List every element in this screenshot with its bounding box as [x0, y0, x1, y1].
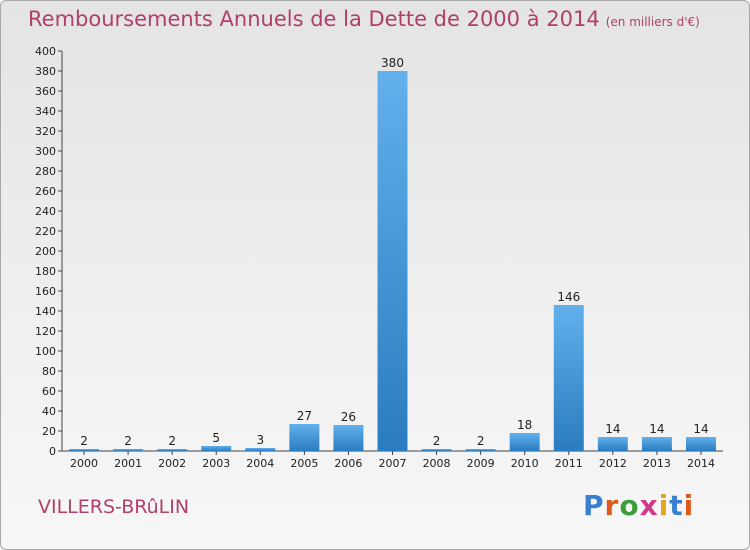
y-tick-label: 360 [35, 85, 56, 98]
x-tick-label: 2011 [555, 457, 583, 470]
bar-value-label: 14 [649, 422, 664, 436]
bar-value-label: 2 [433, 434, 441, 448]
y-tick-label: 220 [35, 225, 56, 238]
bar [245, 448, 276, 451]
y-tick-label: 240 [35, 205, 56, 218]
x-tick-label: 2007 [379, 457, 407, 470]
bar [377, 71, 408, 451]
logo-letter: i [658, 489, 670, 522]
x-tick-label: 2010 [511, 457, 539, 470]
chart-title: Remboursements Annuels de la Dette de 20… [28, 7, 700, 31]
bar-value-label: 146 [557, 290, 580, 304]
y-tick-label: 80 [42, 365, 56, 378]
y-tick-label: 100 [35, 345, 56, 358]
logo-letter: o [619, 489, 640, 522]
bar [685, 437, 716, 451]
x-tick-label: 2001 [114, 457, 142, 470]
y-tick-label: 200 [35, 245, 56, 258]
y-tick-label: 20 [42, 425, 56, 438]
bar-value-label: 380 [381, 56, 404, 70]
y-tick-label: 120 [35, 325, 56, 338]
logo-letter: t [669, 489, 684, 522]
y-tick-label: 300 [35, 145, 56, 158]
x-tick-label: 2006 [334, 457, 362, 470]
y-tick-label: 40 [42, 405, 56, 418]
bar-value-label: 27 [297, 409, 312, 423]
logo-letter: r [604, 489, 620, 522]
bar-value-label: 5 [212, 431, 220, 445]
unit-label: (en milliers d'€) [605, 15, 700, 29]
y-tick-label: 340 [35, 105, 56, 118]
proxiti-logo: Proxiti [583, 489, 694, 522]
bar [157, 449, 188, 451]
x-tick-label: 2000 [70, 457, 98, 470]
x-tick-label: 2008 [423, 457, 451, 470]
x-tick-label: 2002 [158, 457, 186, 470]
x-tick-label: 2003 [202, 457, 230, 470]
bar [641, 437, 672, 451]
y-tick-label: 60 [42, 385, 56, 398]
bar [597, 437, 628, 451]
y-tick-label: 180 [35, 265, 56, 278]
bar-value-label: 2 [80, 434, 88, 448]
bar-value-label: 14 [605, 422, 620, 436]
logo-letter: i [683, 489, 695, 522]
bar [333, 425, 364, 451]
title-text: Remboursements Annuels de la Dette de 20… [28, 7, 600, 31]
bar-value-label: 26 [341, 410, 356, 424]
bar [289, 424, 320, 451]
y-tick-label: 0 [49, 445, 56, 458]
x-tick-label: 2005 [290, 457, 318, 470]
y-tick-label: 320 [35, 125, 56, 138]
y-tick-label: 280 [35, 165, 56, 178]
commune-name: VILLERS-BRûLIN [38, 496, 190, 518]
x-tick-label: 2004 [246, 457, 274, 470]
bar [465, 449, 496, 451]
bar [113, 449, 144, 451]
logo-letter: P [583, 489, 605, 522]
logo-letter: x [639, 489, 659, 522]
bar [69, 449, 100, 451]
bar [201, 446, 232, 451]
bar-value-label: 14 [693, 422, 708, 436]
bar [553, 305, 584, 451]
bar [509, 433, 540, 451]
bar-value-label: 18 [517, 418, 532, 432]
x-tick-label: 2009 [467, 457, 495, 470]
bar-value-label: 2 [168, 434, 176, 448]
y-tick-label: 380 [35, 65, 56, 78]
x-tick-label: 2014 [687, 457, 715, 470]
bar-value-label: 3 [256, 433, 264, 447]
x-tick-label: 2013 [643, 457, 671, 470]
x-tick-label: 2012 [599, 457, 627, 470]
bar-value-label: 2 [477, 434, 485, 448]
bar [421, 449, 452, 451]
y-tick-label: 260 [35, 185, 56, 198]
y-tick-label: 160 [35, 285, 56, 298]
bar-value-label: 2 [124, 434, 132, 448]
y-tick-label: 140 [35, 305, 56, 318]
y-tick-label: 400 [35, 45, 56, 58]
